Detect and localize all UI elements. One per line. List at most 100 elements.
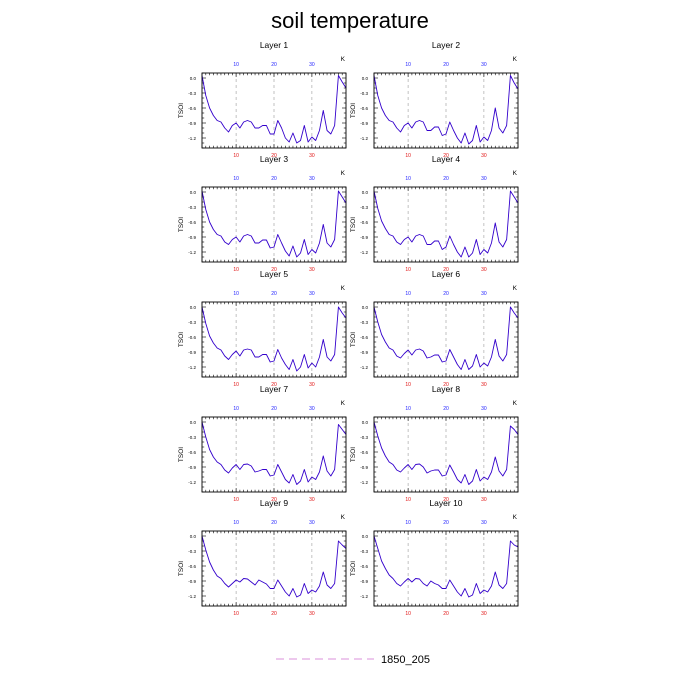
x-tick-label-top: 20 xyxy=(443,520,449,526)
x-tick-label-bottom: 30 xyxy=(481,153,487,159)
y-tick-label: -1.2 xyxy=(188,136,196,141)
x-tick-label-top: 30 xyxy=(481,520,487,526)
y-tick-label: -0.6 xyxy=(188,106,196,111)
series-line xyxy=(201,75,347,144)
series-line xyxy=(201,190,347,258)
panel-layer-1: Layer 1 K TSOI 0.0 -0.3 -0.6 -0.9 -1.2 10 20 30 10 2… xyxy=(178,40,347,159)
x-tick-label-top: 20 xyxy=(271,291,277,297)
y-tick-label: -0.3 xyxy=(360,205,368,210)
y-tick-label: -1.2 xyxy=(360,480,368,485)
x-tick-label-top: 30 xyxy=(309,406,315,412)
y-tick-label: 0.0 xyxy=(190,534,197,539)
x-tick-label-bottom: 30 xyxy=(481,382,487,388)
y-tick-label: -0.6 xyxy=(188,564,196,569)
y-tick-label: -0.9 xyxy=(188,465,196,470)
y-axis-label: TSOI xyxy=(350,332,357,347)
y-tick-label: -0.9 xyxy=(360,579,368,584)
y-tick-label: -1.2 xyxy=(188,594,196,599)
unit-label: K xyxy=(341,56,346,63)
y-tick-label: -0.3 xyxy=(360,435,368,440)
y-tick-label: -0.6 xyxy=(360,450,368,455)
y-tick-label: -0.3 xyxy=(188,435,196,440)
x-tick-label-top: 30 xyxy=(309,520,315,526)
x-tick-label-bottom: 30 xyxy=(309,497,315,503)
y-tick-label: -0.9 xyxy=(360,465,368,470)
unit-label: K xyxy=(513,400,518,407)
x-tick-label-bottom: 20 xyxy=(271,382,277,388)
y-tick-label: -0.9 xyxy=(360,350,368,355)
y-axis-label: TSOI xyxy=(178,332,185,347)
y-tick-label: -0.6 xyxy=(188,335,196,340)
plot-frame xyxy=(201,416,347,493)
x-tick-label-bottom: 30 xyxy=(481,497,487,503)
x-tick-label-top: 10 xyxy=(405,520,411,526)
panel-layer-5: Layer 5 K TSOI 0.0 -0.3 -0.6 -0.9 -1.2 10 20 30 10 2… xyxy=(178,269,347,388)
y-tick-label: -0.3 xyxy=(188,91,196,96)
panel-layer-6: Layer 6 K TSOI 0.0 -0.3 -0.6 -0.9 -1.2 10 20 30 10 2… xyxy=(350,269,519,388)
plot-frame xyxy=(373,186,519,263)
x-tick-label-top: 10 xyxy=(233,291,239,297)
x-tick-label-bottom: 30 xyxy=(309,611,315,617)
x-tick-label-bottom: 10 xyxy=(405,611,411,617)
y-tick-label: 0.0 xyxy=(190,420,197,425)
x-tick-label-bottom: 20 xyxy=(271,611,277,617)
x-tick-label-bottom: 10 xyxy=(233,267,239,273)
x-tick-label-bottom: 20 xyxy=(443,497,449,503)
y-tick-label: -0.9 xyxy=(360,121,368,126)
panel-layer-7: Layer 7 K TSOI 0.0 -0.3 -0.6 -0.9 -1.2 10 20 30 10 2… xyxy=(178,384,347,503)
x-tick-label-top: 30 xyxy=(481,62,487,68)
series-line xyxy=(201,421,347,485)
series-line xyxy=(373,190,519,258)
x-tick-label-top: 10 xyxy=(233,406,239,412)
unit-label: K xyxy=(341,285,346,292)
plot-frame xyxy=(373,530,519,607)
y-tick-label: 0.0 xyxy=(190,190,197,195)
x-tick-label-top: 20 xyxy=(443,291,449,297)
series-line xyxy=(373,421,519,485)
panel-title: Layer 1 xyxy=(260,40,289,50)
y-axis-label: TSOI xyxy=(350,447,357,462)
x-tick-label-top: 10 xyxy=(405,291,411,297)
panel-title: Layer 8 xyxy=(432,384,461,394)
y-tick-label: -0.9 xyxy=(188,579,196,584)
x-tick-label-bottom: 20 xyxy=(443,611,449,617)
unit-label: K xyxy=(513,56,518,63)
panel-title: Layer 2 xyxy=(432,40,461,50)
y-tick-label: -0.3 xyxy=(360,91,368,96)
x-tick-label-bottom: 10 xyxy=(233,382,239,388)
x-tick-label-bottom: 30 xyxy=(309,153,315,159)
x-tick-label-bottom: 20 xyxy=(271,497,277,503)
x-tick-label-bottom: 10 xyxy=(405,497,411,503)
y-tick-label: -0.3 xyxy=(188,205,196,210)
x-tick-label-bottom: 20 xyxy=(443,382,449,388)
x-tick-label-top: 10 xyxy=(405,406,411,412)
y-axis-label: TSOI xyxy=(178,217,185,232)
x-tick-label-top: 30 xyxy=(481,406,487,412)
panel-layer-9: Layer 9 K TSOI 0.0 -0.3 -0.6 -0.9 -1.2 10 20 30 10 2… xyxy=(178,498,347,617)
x-tick-label-top: 20 xyxy=(443,62,449,68)
x-tick-label-bottom: 10 xyxy=(233,611,239,617)
plot-frame xyxy=(201,186,347,263)
y-axis-label: TSOI xyxy=(178,447,185,462)
x-tick-label-bottom: 10 xyxy=(405,382,411,388)
series-line xyxy=(201,306,347,372)
y-tick-label: -0.9 xyxy=(188,121,196,126)
y-tick-label: -1.2 xyxy=(360,136,368,141)
plot-frame xyxy=(373,416,519,493)
unit-label: K xyxy=(513,170,518,177)
panel-title: Layer 6 xyxy=(432,269,461,279)
legend: 1850_205 xyxy=(276,654,430,666)
y-tick-label: -0.3 xyxy=(360,320,368,325)
y-tick-label: -0.6 xyxy=(188,220,196,225)
x-tick-label-bottom: 10 xyxy=(233,497,239,503)
panel-layer-2: Layer 2 K TSOI 0.0 -0.3 -0.6 -0.9 -1.2 10 20 30 10 2… xyxy=(350,40,519,159)
plot-frame xyxy=(373,72,519,149)
y-axis-label: TSOI xyxy=(178,561,185,576)
x-tick-label-bottom: 20 xyxy=(443,267,449,273)
y-tick-label: -1.2 xyxy=(360,250,368,255)
panel-title: Layer 5 xyxy=(260,269,289,279)
x-tick-label-top: 30 xyxy=(309,62,315,68)
y-tick-label: -0.9 xyxy=(188,235,196,240)
y-tick-label: -0.3 xyxy=(360,549,368,554)
